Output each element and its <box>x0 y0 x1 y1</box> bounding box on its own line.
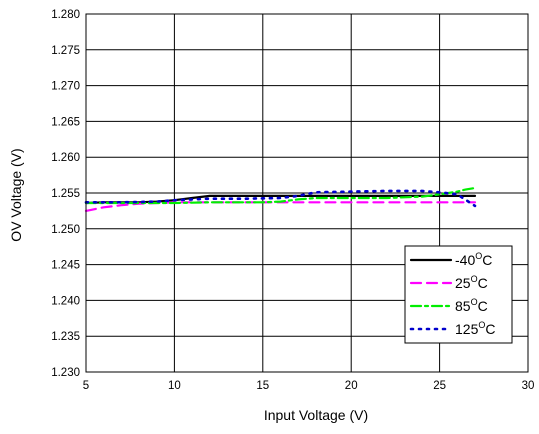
x-tick-label: 30 <box>522 380 535 392</box>
legend-label: 85OC <box>455 297 488 314</box>
y-tick-label: 1.275 <box>51 45 80 57</box>
x-tick-label: 25 <box>433 380 446 392</box>
legend-label: 25OC <box>455 274 488 291</box>
x-tick-label: 15 <box>256 380 269 392</box>
x-tick-label: 20 <box>345 380 358 392</box>
legend-label: -40OC <box>455 251 492 268</box>
y-tick-label: 1.265 <box>51 116 80 128</box>
y-axis-label: OV Voltage (V) <box>8 148 24 241</box>
legend: -40OC 25OC 85OC 125OC <box>404 245 513 344</box>
y-tick-label: 1.245 <box>51 260 80 272</box>
y-tick-label: 1.250 <box>51 224 80 236</box>
grid-lines <box>86 14 528 372</box>
y-tick-label: 1.240 <box>51 295 80 307</box>
series-lines <box>84 186 477 212</box>
legend-label: 125OC <box>455 320 496 337</box>
x-tick-label: 5 <box>83 380 89 392</box>
x-tick-labels: 5 10 15 20 25 30 <box>83 380 535 392</box>
plot-frame <box>85 13 529 373</box>
y-tick-label: 1.280 <box>51 9 80 21</box>
y-tick-label: 1.230 <box>51 367 80 379</box>
x-tick-label: 10 <box>168 380 181 392</box>
y-tick-label: 1.260 <box>51 152 80 164</box>
x-axis-label: Input Voltage (V) <box>264 407 368 423</box>
y-tick-label: 1.255 <box>51 188 80 200</box>
series-line-85 <box>84 186 477 205</box>
legend-box <box>404 245 513 344</box>
y-tick-label: 1.270 <box>51 81 80 93</box>
y-tick-labels: 1.230 1.235 1.240 1.245 1.250 1.255 1.260 1.265… <box>51 9 80 379</box>
y-tick-label: 1.235 <box>51 331 80 343</box>
